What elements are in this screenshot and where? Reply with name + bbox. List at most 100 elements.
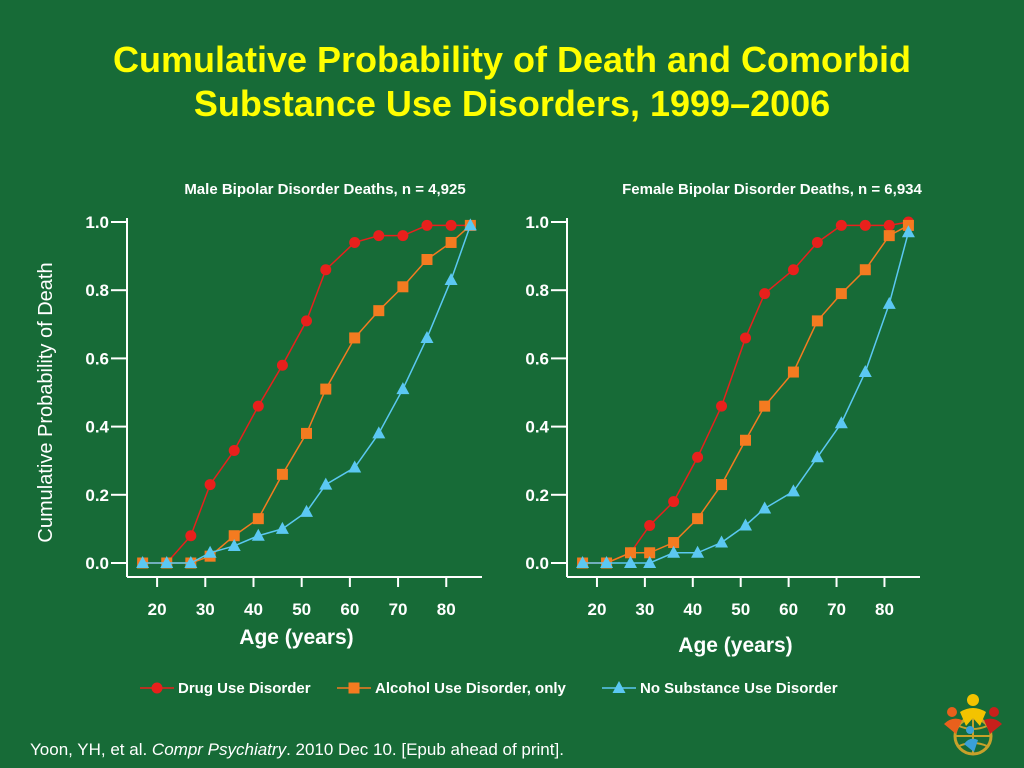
y-tick-label: 0.2	[85, 486, 109, 505]
data-point	[836, 288, 847, 299]
data-point	[788, 367, 799, 378]
data-point	[740, 332, 751, 343]
data-point	[229, 445, 240, 456]
y-tick-label: 0.8	[85, 281, 109, 300]
chart-legend: Drug Use Disorder Alcohol Use Disorder, o…	[0, 676, 1024, 700]
x-tick-label: 30	[196, 600, 215, 619]
legend-label: Drug Use Disorder	[178, 680, 311, 697]
y-tick-label: 0.0	[85, 554, 109, 573]
data-point	[691, 546, 704, 558]
data-point	[396, 382, 409, 394]
data-point	[740, 435, 751, 446]
people-globe-logo-icon	[940, 690, 1006, 760]
data-point	[349, 332, 360, 343]
data-point	[276, 522, 289, 534]
y-tick-label: 0.6	[85, 349, 109, 368]
citation: Yoon, YH, et al. Compr Psychiatry. 2010 …	[30, 740, 564, 760]
data-point	[812, 237, 823, 248]
x-tick-label: 30	[635, 600, 654, 619]
data-point	[884, 220, 895, 231]
data-point	[644, 520, 655, 531]
y-tick-label: 0.2	[525, 486, 549, 505]
data-point	[421, 220, 432, 231]
chart-title: Male Bipolar Disorder Deaths, n = 4,925	[184, 181, 465, 198]
x-tick-label: 80	[875, 600, 894, 619]
data-point	[668, 496, 679, 507]
x-tick-label: 70	[827, 600, 846, 619]
x-tick-label: 20	[148, 600, 167, 619]
y-tick-label: 0.0	[525, 554, 549, 573]
x-tick-label: 40	[683, 600, 702, 619]
data-point	[349, 237, 360, 248]
data-point	[812, 315, 823, 326]
data-point	[205, 479, 216, 490]
data-point	[835, 416, 848, 428]
legend-marker	[152, 683, 163, 694]
charts-canvas: Male Bipolar Disorder Deaths, n = 4,925 0…	[0, 0, 1024, 680]
y-tick-label: 1.0	[85, 213, 109, 232]
male-chart: Male Bipolar Disorder Deaths, n = 4,925 0…	[35, 181, 482, 649]
legend-marker	[349, 683, 360, 694]
y-tick-label: 0.6	[525, 349, 549, 368]
data-point	[421, 254, 432, 265]
data-point	[301, 428, 312, 439]
data-point	[759, 401, 770, 412]
data-point	[860, 220, 871, 231]
data-point	[446, 237, 457, 248]
data-point	[860, 264, 871, 275]
female-chart: Female Bipolar Disorder Deaths, n = 6,93…	[525, 181, 922, 657]
data-point	[716, 401, 727, 412]
data-point	[319, 478, 332, 490]
data-point	[397, 281, 408, 292]
legend-label: Alcohol Use Disorder, only	[375, 680, 567, 697]
data-point	[884, 230, 895, 241]
data-point	[883, 297, 896, 309]
x-tick-label: 80	[437, 600, 456, 619]
data-point	[759, 288, 770, 299]
data-point	[692, 452, 703, 463]
data-point	[758, 501, 771, 513]
data-point	[320, 264, 331, 275]
series-line-0	[583, 222, 909, 563]
data-point	[445, 273, 458, 285]
data-point	[788, 264, 799, 275]
data-point	[372, 426, 385, 438]
y-tick-label: 0.4	[525, 418, 549, 437]
legend-item: Drug Use Disorder	[140, 680, 311, 697]
data-point	[715, 536, 728, 548]
x-tick-label: 60	[779, 600, 798, 619]
citation-author: Yoon, YH, et al.	[30, 740, 152, 759]
data-point	[420, 331, 433, 343]
citation-journal: Compr Psychiatry	[152, 740, 286, 759]
x-tick-label: 70	[389, 600, 408, 619]
legend-item: No Substance Use Disorder	[602, 680, 838, 697]
data-point	[692, 513, 703, 524]
x-axis-label: Age (years)	[239, 626, 353, 649]
y-tick-label: 1.0	[525, 213, 549, 232]
data-point	[446, 220, 457, 231]
y-tick-label: 0.8	[525, 281, 549, 300]
data-point	[373, 230, 384, 241]
data-point	[836, 220, 847, 231]
legend-marker	[613, 681, 626, 693]
chart-title: Female Bipolar Disorder Deaths, n = 6,93…	[622, 181, 922, 198]
y-tick-label: 0.4	[85, 418, 109, 437]
x-tick-label: 60	[340, 600, 359, 619]
data-point	[716, 479, 727, 490]
data-point	[859, 365, 872, 377]
data-point	[277, 469, 288, 480]
data-point	[373, 305, 384, 316]
x-tick-label: 50	[292, 600, 311, 619]
x-tick-label: 40	[244, 600, 263, 619]
y-axis-label: Cumulative Probability of Death	[35, 262, 57, 542]
data-point	[253, 401, 264, 412]
x-tick-label: 20	[587, 600, 606, 619]
legend-label: No Substance Use Disorder	[640, 680, 838, 697]
data-point	[277, 360, 288, 371]
x-tick-label: 50	[731, 600, 750, 619]
data-point	[301, 315, 312, 326]
data-point	[397, 230, 408, 241]
series-line-2	[583, 232, 909, 563]
data-point	[185, 530, 196, 541]
citation-rest: . 2010 Dec 10. [Epub ahead of print].	[286, 740, 564, 759]
